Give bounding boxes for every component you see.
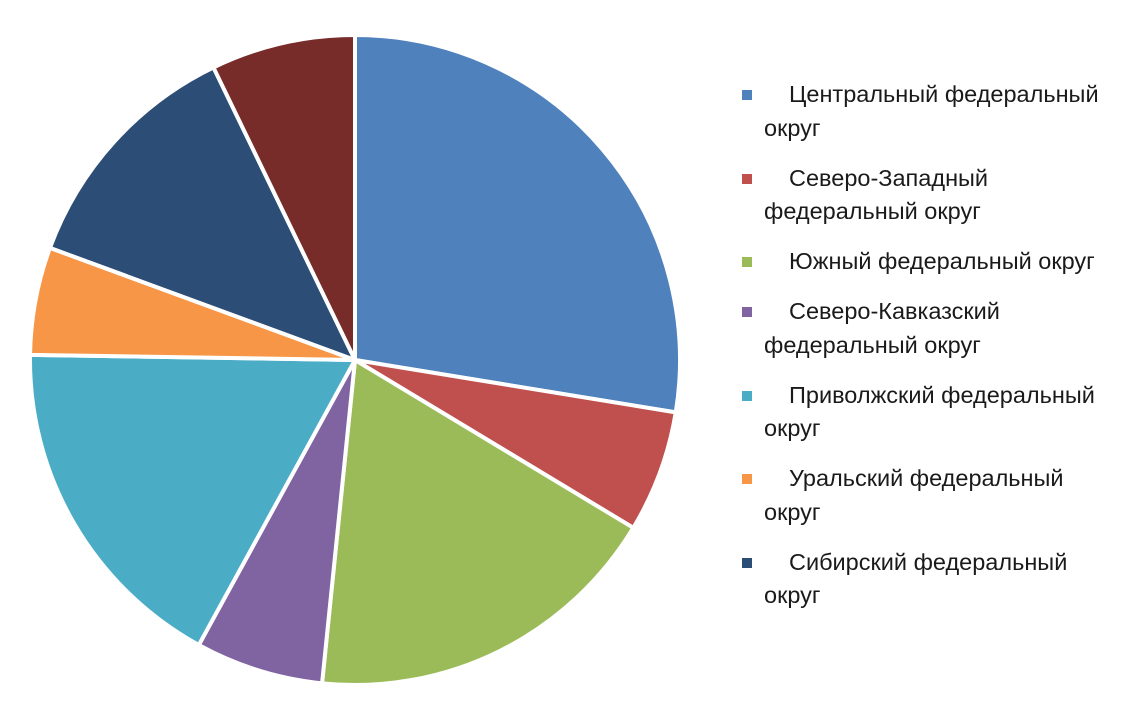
pie-slice-1 <box>353 33 682 415</box>
legend-label: Северо-Кавказский федеральный округ <box>764 298 1000 358</box>
legend-swatch <box>742 474 752 484</box>
legend-label: Центральный федеральный округ <box>764 81 1099 141</box>
pie-chart <box>28 33 682 687</box>
legend-label: Приволжский федеральный округ <box>764 381 1095 442</box>
legend-item: Северо-Кавказский федеральный округ <box>742 295 1122 362</box>
legend-label: Уральский федеральный округ <box>764 465 1064 525</box>
pie-slice-3 <box>320 358 636 687</box>
pie-slice-7 <box>47 65 357 362</box>
legend-item: Сибирский федеральный округ <box>742 546 1122 613</box>
legend-item: Приволжский федеральный округ <box>742 379 1122 446</box>
pie-slice-4 <box>196 358 357 686</box>
legend-swatch <box>742 307 752 317</box>
legend-item: Центральный федеральный округ <box>742 78 1122 145</box>
legend-item: Уральский федеральный округ <box>742 462 1122 529</box>
legend-item: Южный федеральный округ <box>742 245 1122 279</box>
legend-swatch <box>742 390 752 401</box>
legend-label: Северо-Западный федеральный округ <box>764 164 989 225</box>
legend-item: Северо-Западный федеральный округ <box>742 162 1122 229</box>
legend-label: Южный федеральный округ <box>789 248 1095 274</box>
legend-label: Сибирский федеральный округ <box>764 548 1068 609</box>
chart-legend: Центральный федеральный округ Северо-Запа… <box>742 78 1122 629</box>
pie-slice-5 <box>28 352 357 647</box>
legend-swatch <box>742 90 752 100</box>
pie-slice-8 <box>211 33 357 362</box>
legend-swatch <box>742 173 752 184</box>
legend-swatch <box>742 557 752 568</box>
legend-swatch <box>742 257 752 267</box>
pie-slice-2 <box>353 358 678 530</box>
